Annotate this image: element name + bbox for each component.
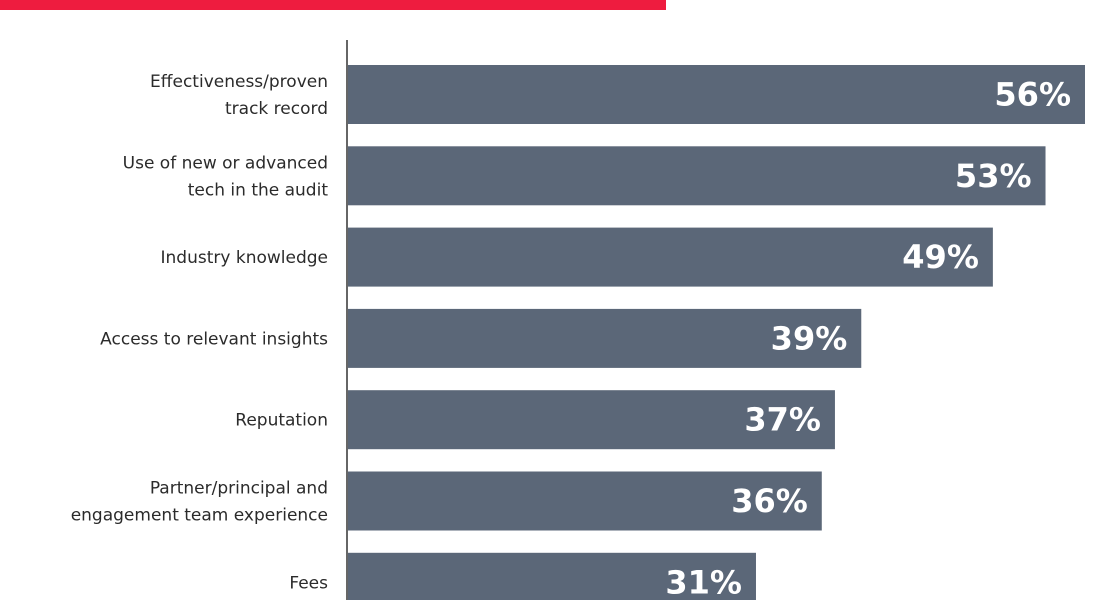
category-label-2: Industry knowledge — [161, 248, 328, 268]
value-label-5: 36% — [731, 482, 808, 520]
category-label-0-line-0: Effectiveness/proven — [150, 72, 328, 92]
category-label-5-line-1: engagement team experience — [71, 506, 328, 526]
category-label-6: Fees — [289, 573, 328, 593]
category-label-1: Use of new or advanced tech in the audit — [123, 153, 329, 200]
category-label-6-line-0: Fees — [289, 573, 328, 593]
bar-4 — [348, 390, 835, 450]
bar-1 — [348, 146, 1046, 206]
category-label-1-line-1: tech in the audit — [188, 180, 329, 200]
category-label-5-line-0: Partner/principal and — [150, 479, 328, 499]
value-label-3: 39% — [771, 319, 848, 357]
category-label-0: Effectiveness/proven track record — [150, 72, 328, 119]
header-accent-bar — [0, 0, 666, 10]
value-label-6: 31% — [665, 563, 742, 600]
category-label-4: Reputation — [235, 411, 328, 431]
category-label-4-line-0: Reputation — [235, 411, 328, 431]
bar-3 — [348, 308, 862, 368]
category-labels-layer: Effectiveness/proven track record Use of n… — [71, 72, 329, 593]
category-label-1-line-0: Use of new or advanced — [123, 153, 328, 173]
value-label-0: 56% — [994, 76, 1071, 114]
bars-layer — [348, 65, 1085, 604]
category-label-3-line-0: Access to relevant insights — [100, 329, 328, 349]
value-labels-layer: 56% 53% 49% 39% 37% 36% 31% — [665, 76, 1071, 602]
bar-0 — [348, 65, 1085, 124]
bar-2 — [348, 227, 993, 287]
bar-6 — [348, 552, 756, 604]
bar-5 — [348, 471, 822, 531]
category-label-3: Access to relevant insights — [100, 329, 328, 349]
category-label-0-line-1: track record — [225, 99, 328, 119]
value-label-4: 37% — [744, 401, 821, 439]
value-label-2: 49% — [902, 238, 979, 276]
category-label-2-line-0: Industry knowledge — [161, 248, 328, 268]
value-label-1: 53% — [955, 157, 1032, 195]
category-label-5: Partner/principal and engagement team exp… — [71, 479, 328, 526]
